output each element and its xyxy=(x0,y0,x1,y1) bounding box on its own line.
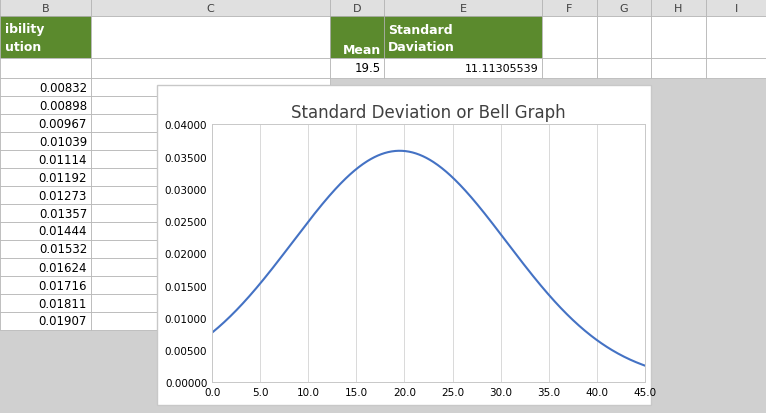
Bar xyxy=(597,17,651,59)
Text: 0.01907: 0.01907 xyxy=(38,315,87,328)
Bar xyxy=(0,240,91,259)
Bar xyxy=(0,223,91,240)
Bar xyxy=(542,17,597,59)
Bar xyxy=(0,294,91,312)
Text: 0.01039: 0.01039 xyxy=(39,135,87,148)
Bar xyxy=(157,86,651,405)
Bar xyxy=(0,97,91,115)
Bar xyxy=(91,240,330,259)
Bar xyxy=(91,17,330,59)
Text: 0.01114: 0.01114 xyxy=(38,153,87,166)
Text: 0.00832: 0.00832 xyxy=(39,81,87,94)
Bar xyxy=(0,259,91,276)
Text: ibility: ibility xyxy=(5,23,44,36)
Bar xyxy=(384,59,542,79)
Text: 11.11305539: 11.11305539 xyxy=(465,64,539,74)
Text: 0.01192: 0.01192 xyxy=(38,171,87,184)
Text: 0.01532: 0.01532 xyxy=(39,243,87,256)
Bar xyxy=(597,59,651,79)
Text: 0.01811: 0.01811 xyxy=(38,297,87,310)
Bar xyxy=(91,59,330,79)
Text: H: H xyxy=(674,3,683,14)
Bar xyxy=(384,17,542,59)
Text: 0.01273: 0.01273 xyxy=(38,189,87,202)
Bar xyxy=(0,79,91,97)
Bar xyxy=(0,151,91,169)
Text: Standard: Standard xyxy=(388,24,453,37)
Bar xyxy=(0,204,91,223)
Bar xyxy=(91,79,330,97)
Bar xyxy=(0,115,91,133)
Text: 0.01716: 0.01716 xyxy=(38,279,87,292)
Title: Standard Deviation or Bell Graph: Standard Deviation or Bell Graph xyxy=(291,104,566,122)
Text: 0.00898: 0.00898 xyxy=(39,99,87,112)
Bar xyxy=(91,223,330,240)
Text: 19.5: 19.5 xyxy=(355,62,381,75)
Text: 0.01624: 0.01624 xyxy=(38,261,87,274)
Bar xyxy=(0,312,91,330)
Bar xyxy=(330,0,384,17)
Bar xyxy=(330,59,384,79)
Bar xyxy=(91,0,330,17)
Bar xyxy=(384,0,542,17)
Text: F: F xyxy=(566,3,573,14)
Text: Mean: Mean xyxy=(342,44,381,57)
Bar xyxy=(91,312,330,330)
Bar xyxy=(651,0,706,17)
Text: D: D xyxy=(353,3,362,14)
Bar xyxy=(542,0,597,17)
Text: C: C xyxy=(207,3,214,14)
Bar xyxy=(0,276,91,294)
Bar xyxy=(91,97,330,115)
Bar xyxy=(651,59,706,79)
Bar xyxy=(91,151,330,169)
Bar xyxy=(0,59,91,79)
Bar xyxy=(651,17,706,59)
Bar xyxy=(91,115,330,133)
Bar xyxy=(91,294,330,312)
Bar xyxy=(91,133,330,151)
Bar xyxy=(597,0,651,17)
Text: E: E xyxy=(460,3,466,14)
Bar xyxy=(706,0,766,17)
Text: ution: ution xyxy=(5,40,41,54)
Text: 0.00967: 0.00967 xyxy=(38,117,87,130)
Bar xyxy=(706,59,766,79)
Text: Daviation: Daviation xyxy=(388,40,455,54)
Bar xyxy=(0,0,91,17)
Bar xyxy=(91,187,330,204)
Bar xyxy=(91,204,330,223)
Bar xyxy=(91,259,330,276)
Bar xyxy=(91,169,330,187)
Bar xyxy=(706,17,766,59)
Bar xyxy=(330,17,384,59)
Bar xyxy=(91,276,330,294)
Bar xyxy=(0,133,91,151)
Text: I: I xyxy=(735,3,738,14)
Bar xyxy=(542,59,597,79)
Text: 0.01444: 0.01444 xyxy=(38,225,87,238)
Text: 0.01357: 0.01357 xyxy=(39,207,87,220)
Bar xyxy=(0,169,91,187)
Bar xyxy=(0,17,91,59)
Text: G: G xyxy=(620,3,628,14)
Bar xyxy=(0,187,91,204)
Text: B: B xyxy=(41,3,49,14)
